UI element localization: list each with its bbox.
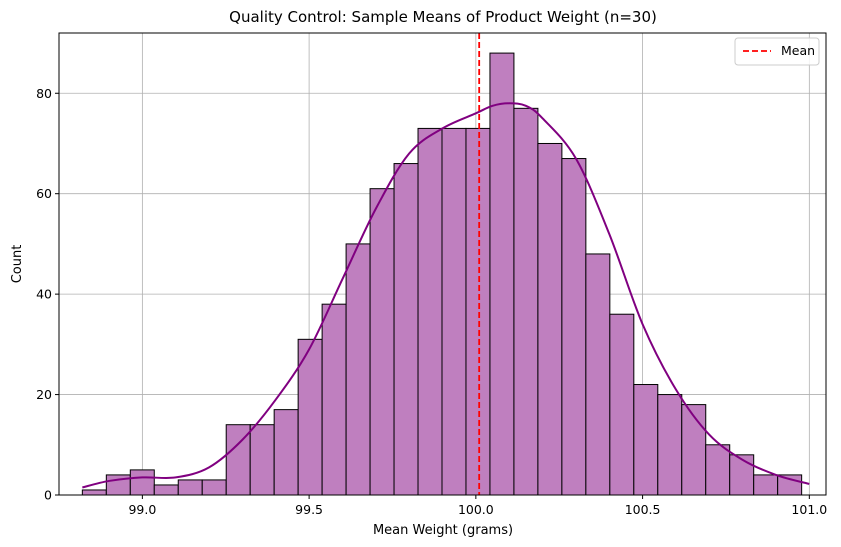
histogram-bar-3 (153, 484, 179, 496)
y-tick-label-4: 80 (36, 86, 52, 101)
legend-mean-label: Mean (781, 43, 815, 58)
histogram-bar-21 (585, 253, 611, 496)
histogram-bar-19 (537, 142, 563, 496)
chart-title: Quality Control: Sample Means of Product… (229, 8, 657, 26)
histogram-bar-16 (465, 127, 491, 496)
histogram-bar-26 (705, 444, 731, 496)
histogram-bar-12 (369, 188, 395, 496)
histogram-bar-4 (177, 479, 203, 496)
histogram-bar-22 (609, 313, 635, 496)
histogram-bar-2 (129, 469, 155, 496)
legend: Mean (734, 37, 820, 66)
histogram-bar-8 (273, 409, 299, 496)
histogram-bars (81, 52, 803, 496)
histogram-bar-20 (561, 158, 587, 496)
histogram-bar-28 (753, 474, 779, 496)
histogram-bar-0 (81, 489, 107, 496)
kde-curve-group (82, 102, 810, 489)
y-tick-label-3: 60 (36, 186, 52, 201)
histogram-bar-10 (321, 303, 347, 496)
plot-frame (58, 32, 827, 496)
histogram-bar-11 (345, 243, 371, 496)
histogram-bar-5 (201, 479, 227, 496)
histogram-bar-17 (489, 52, 515, 496)
x-axis-label: Mean Weight (grams) (373, 523, 513, 538)
legend-box (734, 37, 820, 66)
histogram-bar-13 (393, 163, 419, 496)
x-tick-label-2: 100.0 (458, 502, 494, 517)
histogram-bar-18 (513, 107, 539, 496)
x-tick-label-1: 99.5 (295, 502, 323, 517)
y-tick-label-0: 0 (44, 488, 52, 503)
histogram-bar-14 (417, 127, 443, 496)
histogram-bar-15 (441, 127, 467, 496)
x-tick-label-4: 101.0 (791, 502, 827, 517)
y-axis-ticks: 0 20 40 60 80 (36, 86, 59, 503)
histogram-bar-7 (249, 424, 275, 496)
histogram-bar-27 (729, 454, 755, 496)
y-tick-label-2: 40 (36, 287, 52, 302)
histogram-bar-23 (633, 384, 659, 496)
histogram-bar-29 (777, 474, 803, 496)
y-tick-label-1: 20 (36, 387, 52, 402)
kde-curve (82, 102, 810, 489)
histogram-bar-24 (657, 394, 683, 496)
y-axis-label: Count (10, 245, 25, 284)
x-tick-label-0: 99.0 (128, 502, 156, 517)
x-axis-ticks: 99.0 99.5 100.0 100.5 101.0 (128, 495, 827, 517)
histogram-bar-25 (681, 404, 707, 496)
x-tick-label-3: 100.5 (625, 502, 661, 517)
